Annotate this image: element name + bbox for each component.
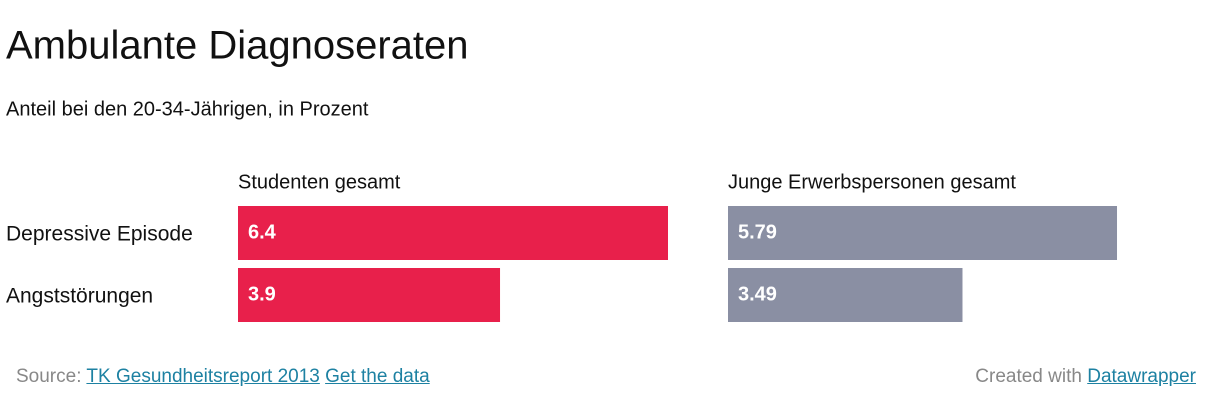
bar [238,268,501,322]
bar [728,268,963,322]
value-label: 5.79 [738,221,777,243]
source: Source: TK Gesundheitsreport 2013 Get th… [16,366,430,388]
credit: Created with Datawrapper [975,366,1196,388]
value-label: 3.9 [248,283,276,305]
category-label: Angststörungen [6,285,153,308]
chart-title: Ambulante Diagnoseraten [6,24,469,68]
bar [238,206,668,260]
bar [728,206,1118,260]
series-header: Junge Erwerbspersonen gesamt [728,171,1016,193]
source-label: Source: [16,366,82,387]
credit-label: Created with [975,366,1082,387]
data-link[interactable]: Get the data [325,366,430,387]
value-label: 6.4 [248,221,277,243]
source-link[interactable]: TK Gesundheitsreport 2013 [86,366,320,387]
series-header: Studenten gesamt [238,171,401,193]
category-label: Depressive Episode [6,223,193,246]
value-label: 3.49 [738,283,777,305]
chart-subtitle: Anteil bei den 20-34-Jährigen, in Prozen… [6,98,369,120]
credit-link[interactable]: Datawrapper [1087,366,1196,387]
